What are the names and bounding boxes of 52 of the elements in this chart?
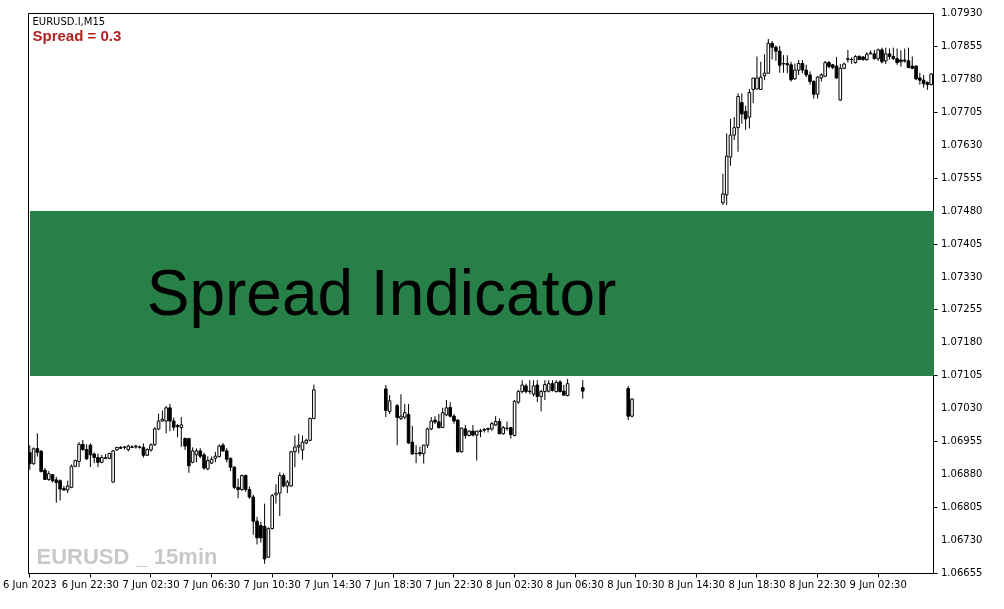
x-tick-label: 8 Jun 14:30 <box>667 578 725 590</box>
x-tick-label: 7 Jun 02:30 <box>122 578 180 590</box>
y-tick-label: 1.07405 <box>941 237 983 249</box>
y-tick-label: 1.07255 <box>941 303 983 315</box>
y-tick-label: 1.06955 <box>941 435 983 447</box>
y-tick-label: 1.07030 <box>941 402 983 414</box>
annotation: Spread = 0.3 <box>32 26 122 44</box>
y-tick-label: 1.06805 <box>941 501 983 513</box>
y-tick-label: 1.07855 <box>941 39 983 51</box>
y-tick-label: 1.06655 <box>941 567 983 578</box>
x-tick-label: 7 Jun 10:30 <box>243 578 301 590</box>
candlestick <box>471 424 475 437</box>
x-tick-label: 8 Jun 10:30 <box>607 578 665 590</box>
x-tick-label: 8 Jun 22:30 <box>788 578 847 590</box>
y-tick-label: 1.07180 <box>941 336 983 348</box>
candlestick <box>580 379 585 400</box>
x-tick-label: 7 Jun 18:30 <box>364 578 422 590</box>
x-tick-label: 9 Jun 02:30 <box>849 578 907 590</box>
candlestick <box>384 384 388 418</box>
candlestick <box>164 405 168 434</box>
x-tick-label: 7 Jun 14:30 <box>304 578 362 590</box>
x-tick-label: 7 Jun 06:30 <box>183 578 241 590</box>
candlestick <box>96 453 100 468</box>
candlestick <box>895 48 899 66</box>
x-tick-label: 8 Jun 06:30 <box>546 578 604 590</box>
y-tick-label: 1.07780 <box>941 72 983 84</box>
x-tick-label: 8 Jun 02:30 <box>486 578 544 590</box>
y-tick-label: 1.07555 <box>941 171 983 183</box>
x-tick-label: 6 Jun 2023 <box>2 578 57 590</box>
y-tick-label: 1.07330 <box>941 270 983 282</box>
candlestick <box>846 49 850 64</box>
candlestick <box>277 471 282 517</box>
y-tick-label: 1.07630 <box>941 138 983 150</box>
y-tick-label: 1.07105 <box>941 369 983 381</box>
candlestick <box>815 75 820 100</box>
y-tick-label: 1.07930 <box>941 7 983 18</box>
candlestick <box>505 420 509 432</box>
candlestick <box>899 49 903 68</box>
y-tick-label: 1.07480 <box>941 204 983 216</box>
banner: Spread Indicator <box>29 210 934 376</box>
y-tick-label: 1.06880 <box>941 468 983 480</box>
x-tick-label: 8 Jun 18:30 <box>728 578 786 590</box>
candlestick <box>168 403 172 432</box>
x-tick-label: 6 Jun 22:30 <box>61 578 119 590</box>
x-tick-label: 7 Jun 22:30 <box>425 578 483 590</box>
candlestick <box>58 478 62 502</box>
candlestick <box>755 55 759 90</box>
y-tick-label: 1.06730 <box>941 534 983 546</box>
y-tick-label: 1.07705 <box>941 105 983 117</box>
chart-title: EURUSD.I,M15 <box>32 15 106 27</box>
candlestick <box>77 441 81 468</box>
annotation: Spread Indicator <box>146 256 617 330</box>
